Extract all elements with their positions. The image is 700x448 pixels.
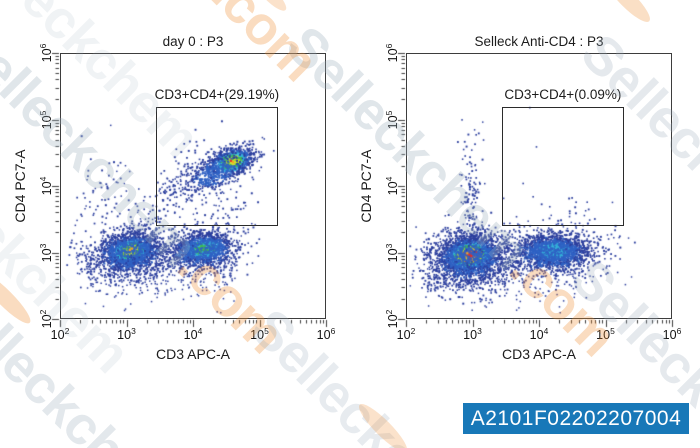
x-tick-label: 102 [396,326,416,343]
x-axis-label: CD3 APC-A [156,346,230,362]
x-tick-label: 102 [50,326,70,343]
x-tick-label: 103 [463,326,482,343]
x-tick-label: 103 [117,326,136,343]
y-tick-label: 102 [383,309,401,329]
y-tick-label: 103 [383,243,401,262]
y-tick-label: 104 [37,176,55,196]
y-tick-label: 106 [37,43,55,63]
x-tick-label: 106 [316,326,336,343]
x-tick-label: 105 [250,326,269,343]
plot-frame [406,53,672,319]
gate-label: CD3+CD4+(29.19%) [154,86,280,102]
catalog-id-badge: A2101F02202207004 [463,403,689,434]
catalog-id-text: A2101F02202207004 [470,406,682,430]
plot-title: day 0 : P3 [162,34,224,49]
y-tick-label: 106 [383,43,401,63]
y-tick-label: 104 [383,176,401,196]
y-tick-label: 105 [383,110,401,129]
y-axis-label: CD4 PC7-A [358,149,374,223]
x-tick-label: 106 [662,326,682,343]
gate-box [501,106,625,226]
gate-label: CD3+CD4+(0.09%) [504,86,622,102]
y-axis-label: CD4 PC7-A [12,149,28,223]
x-tick-label: 104 [529,326,549,343]
y-tick-label: 102 [37,309,55,329]
x-tick-label: 105 [596,326,615,343]
gate-box [155,106,279,226]
y-tick-label: 103 [37,243,55,262]
y-tick-label: 105 [37,110,55,129]
x-tick-label: 104 [183,326,203,343]
plot-title: Selleck Anti-CD4 : P3 [474,34,604,49]
x-axis-label: CD3 APC-A [502,346,576,362]
plot-frame [60,53,326,319]
